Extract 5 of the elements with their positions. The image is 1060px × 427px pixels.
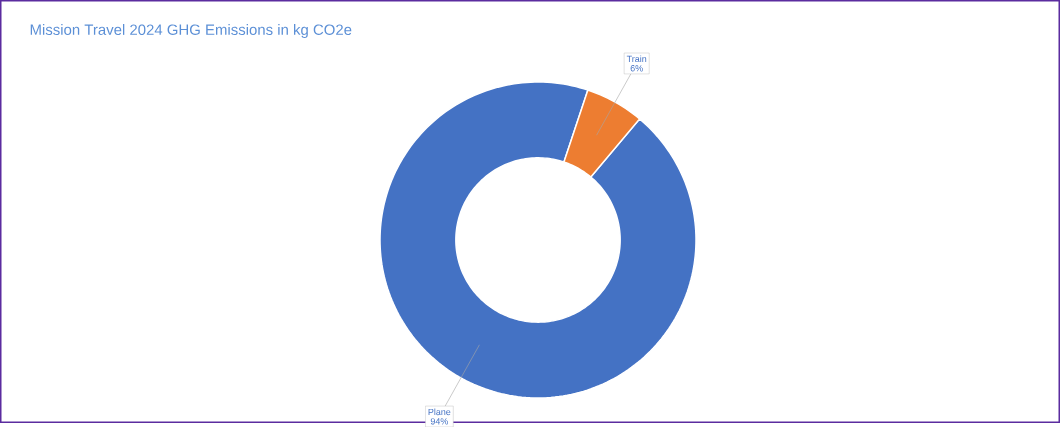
data-label: 6% <box>630 64 643 72</box>
slice-label: Train <box>626 55 647 63</box>
text: Mission Travel 2024 GHG Emissions in kg CO2e <box>30 23 352 38</box>
data-label: 94% <box>430 418 448 425</box>
slice-label: Plane <box>428 408 451 416</box>
